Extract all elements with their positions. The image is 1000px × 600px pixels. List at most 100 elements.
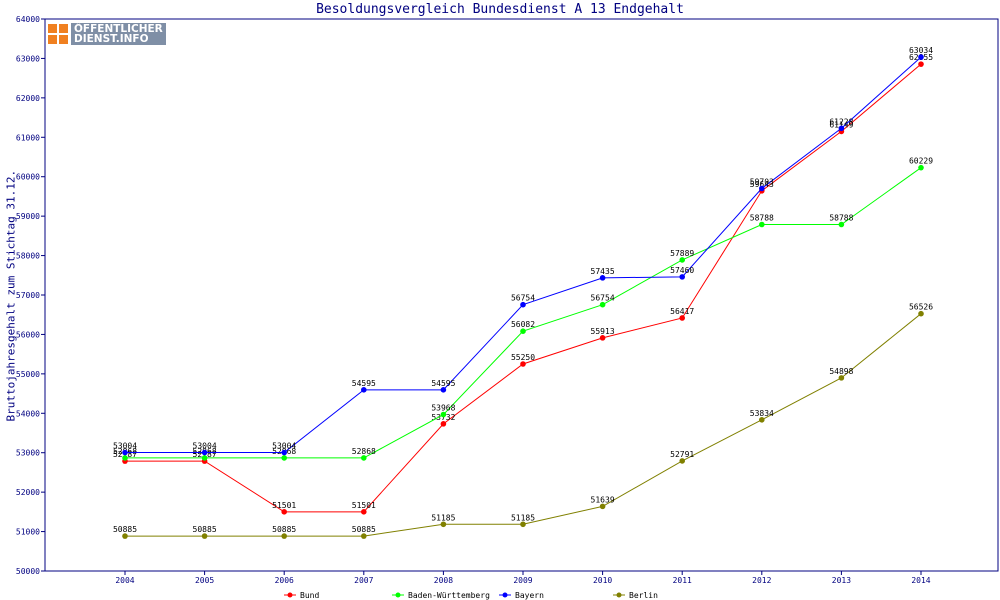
data-point (759, 221, 765, 228)
y-tick-label: 55000 (16, 370, 40, 379)
x-tick-label: 2014 (911, 576, 930, 585)
data-label: 54898 (829, 367, 853, 376)
data-label: 55913 (591, 327, 615, 336)
x-tick-label: 2009 (513, 576, 532, 585)
data-label: 59643 (750, 180, 774, 189)
y-tick-label: 60000 (16, 173, 40, 182)
data-point (679, 257, 685, 263)
y-tick-label: 50000 (16, 567, 40, 576)
legend-marker (502, 592, 508, 598)
data-point (918, 164, 924, 171)
data-label: 51639 (591, 495, 615, 504)
data-label: 50885 (113, 525, 137, 534)
data-point (361, 533, 367, 539)
data-point (361, 509, 367, 515)
data-point (679, 315, 685, 321)
logo-line-2: DIENST.INFO (74, 33, 149, 45)
data-point (440, 387, 447, 393)
y-tick-label: 57000 (16, 291, 40, 300)
chart-title: Besoldungsvergleich Bundesdienst A 13 En… (316, 2, 684, 17)
legend-marker (287, 592, 293, 598)
logo-squares-icon (48, 24, 68, 44)
data-point (918, 54, 924, 60)
data-point (599, 503, 606, 510)
data-point (838, 375, 845, 381)
y-tick-label: 62000 (16, 94, 40, 103)
data-point (122, 449, 128, 456)
data-label: 53732 (431, 413, 455, 422)
data-label: 54595 (352, 379, 376, 388)
data-point (440, 521, 447, 528)
legend-marker (395, 592, 401, 598)
data-point (918, 61, 924, 67)
data-label: 57889 (670, 249, 694, 258)
x-tick-label: 2004 (115, 576, 134, 585)
y-tick-label: 52000 (16, 488, 40, 497)
data-label: 59703 (750, 177, 774, 186)
data-point (759, 185, 765, 192)
data-label: 53968 (431, 404, 455, 413)
series-line-2 (125, 56, 922, 454)
y-tick-label: 53000 (16, 449, 40, 458)
data-point (201, 449, 208, 456)
x-tick-label: 2011 (673, 576, 692, 585)
data-point (759, 417, 765, 423)
data-label: 53004 (272, 442, 296, 451)
data-point (838, 125, 845, 132)
data-point (520, 361, 526, 367)
data-point (201, 455, 208, 461)
y-tick-label: 56000 (16, 330, 40, 339)
data-label: 53004 (113, 442, 137, 451)
data-label: 56754 (511, 294, 535, 303)
x-tick-label: 2006 (275, 576, 294, 585)
data-point (520, 328, 526, 334)
data-point (281, 449, 288, 456)
series-line-3 (125, 313, 922, 537)
data-point (838, 221, 845, 228)
data-point (361, 455, 367, 461)
logo-line-1: ÖFFENTLICHER (74, 23, 163, 35)
data-label: 52791 (670, 450, 694, 459)
legend-label-0: Bund (300, 591, 319, 600)
data-point (440, 421, 447, 427)
data-label: 60229 (909, 157, 933, 166)
data-label: 56754 (591, 294, 615, 303)
data-label: 61149 (829, 120, 853, 129)
data-label: 51501 (352, 501, 376, 510)
data-point (361, 387, 367, 393)
data-label: 51185 (431, 513, 455, 522)
data-label: 57460 (670, 266, 694, 275)
series-line-0 (125, 63, 922, 513)
data-label: 52868 (352, 447, 376, 456)
data-point (281, 509, 288, 515)
data-point (201, 533, 208, 539)
x-tick-label: 2008 (434, 576, 453, 585)
data-point (281, 455, 288, 461)
data-label: 56417 (670, 307, 694, 316)
data-label: 51185 (511, 513, 535, 522)
y-tick-label: 59000 (16, 212, 40, 221)
data-point (679, 274, 685, 280)
data-point (281, 533, 288, 539)
y-tick-label: 58000 (16, 252, 40, 261)
data-point (599, 301, 606, 308)
data-label: 50885 (193, 525, 217, 534)
legend-marker (616, 592, 622, 598)
y-tick-label: 64000 (16, 15, 40, 24)
brand-logo: ÖFFENTLICHER DIENST.INFO (48, 22, 166, 46)
x-tick-label: 2012 (752, 576, 771, 585)
data-label: 53004 (193, 442, 217, 451)
data-label: 51501 (272, 501, 296, 510)
data-point (599, 335, 606, 341)
y-tick-label: 61000 (16, 133, 40, 142)
y-tick-label: 51000 (16, 528, 40, 537)
data-label: 58788 (829, 214, 853, 223)
data-point (122, 533, 128, 539)
data-point (918, 310, 924, 317)
x-tick-label: 2010 (593, 576, 612, 585)
data-label: 63034 (909, 46, 933, 55)
data-label: 57435 (591, 267, 615, 276)
data-label: 50885 (352, 525, 376, 534)
